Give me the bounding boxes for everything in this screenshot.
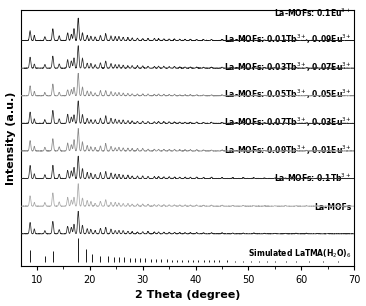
Text: La-MOFs: 0.05Tb$^{3+}$, 0.05Eu$^{3+}$: La-MOFs: 0.05Tb$^{3+}$, 0.05Eu$^{3+}$ [224, 88, 352, 101]
Text: La-MOFs: 0.03Tb$^{3+}$, 0.07Eu$^{3+}$: La-MOFs: 0.03Tb$^{3+}$, 0.07Eu$^{3+}$ [224, 60, 352, 74]
Text: La-MOFs: 0.01Tb$^{3+}$, 0.09Eu$^{3+}$: La-MOFs: 0.01Tb$^{3+}$, 0.09Eu$^{3+}$ [224, 33, 352, 46]
Text: La-MOFs: 0.07Tb$^{3+}$, 0.03Eu$^{3+}$: La-MOFs: 0.07Tb$^{3+}$, 0.03Eu$^{3+}$ [224, 116, 352, 129]
X-axis label: 2 Theta (degree): 2 Theta (degree) [135, 290, 240, 300]
Text: La-MOFs: 0.1Tb$^{3+}$: La-MOFs: 0.1Tb$^{3+}$ [274, 172, 352, 184]
Text: La-MOFs: 0.1Eu$^{3+}$: La-MOFs: 0.1Eu$^{3+}$ [274, 6, 352, 19]
Y-axis label: Intensity (a.u.): Intensity (a.u.) [5, 91, 16, 185]
Text: La-MOFs: 0.09Tb$^{3+}$, 0.01Eu$^{3+}$: La-MOFs: 0.09Tb$^{3+}$, 0.01Eu$^{3+}$ [224, 143, 352, 157]
Text: Simulated LaTMA(H$_2$O)$_6$: Simulated LaTMA(H$_2$O)$_6$ [248, 247, 352, 259]
Text: La-MOFs: La-MOFs [314, 203, 352, 212]
